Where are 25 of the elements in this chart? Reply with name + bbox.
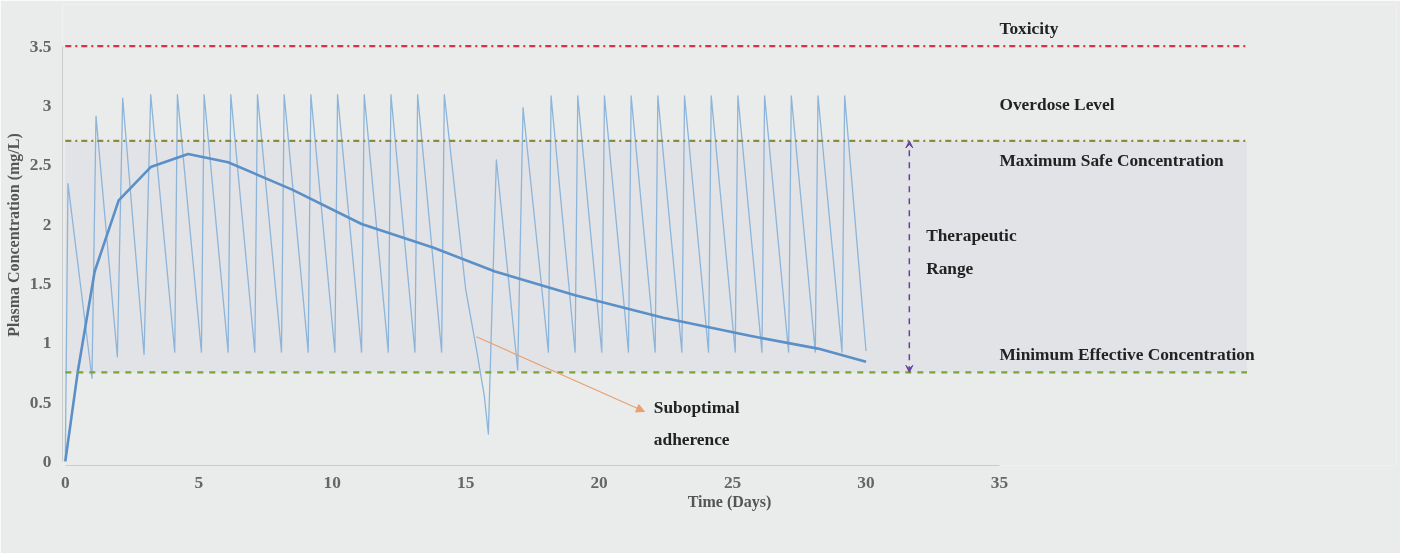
x-tick-label: 5 (194, 472, 204, 492)
ref-line-label: Minimum Effective Concentration (999, 345, 1255, 365)
x-tick-label: 20 (590, 472, 608, 492)
y-tick-label: 1.5 (29, 273, 52, 293)
ref-line-label: Toxicity (999, 19, 1059, 39)
y-tick-label: 3 (42, 95, 52, 115)
y-tick-label: 3.5 (29, 36, 52, 56)
x-tick-label: 15 (457, 472, 475, 492)
annotation: Overdose Level (999, 94, 1115, 114)
y-axis-title: Plasma Concentration (mg/L) (4, 133, 23, 337)
x-tick-label: 25 (723, 472, 742, 492)
y-tick-label: 0 (42, 451, 52, 471)
line-series (64, 152, 868, 463)
y-tick-label: 2.5 (29, 155, 52, 175)
x-tick-label: 10 (323, 472, 341, 492)
band-label: Therapeutic Range (926, 226, 1017, 279)
x-tick-label: 35 (990, 472, 1009, 492)
y-tick-label: 2 (42, 214, 52, 234)
x-tick-label: 30 (857, 472, 875, 492)
x-tick-label: 0 (60, 472, 70, 492)
x-axis-title: Time (Days) (687, 492, 772, 511)
ref-line-label: Maximum Safe Concentration (999, 150, 1225, 170)
y-tick-label: 1 (42, 333, 52, 353)
y-tick-label: 0.5 (29, 392, 52, 412)
annotation: Suboptimal adherence (653, 397, 740, 450)
